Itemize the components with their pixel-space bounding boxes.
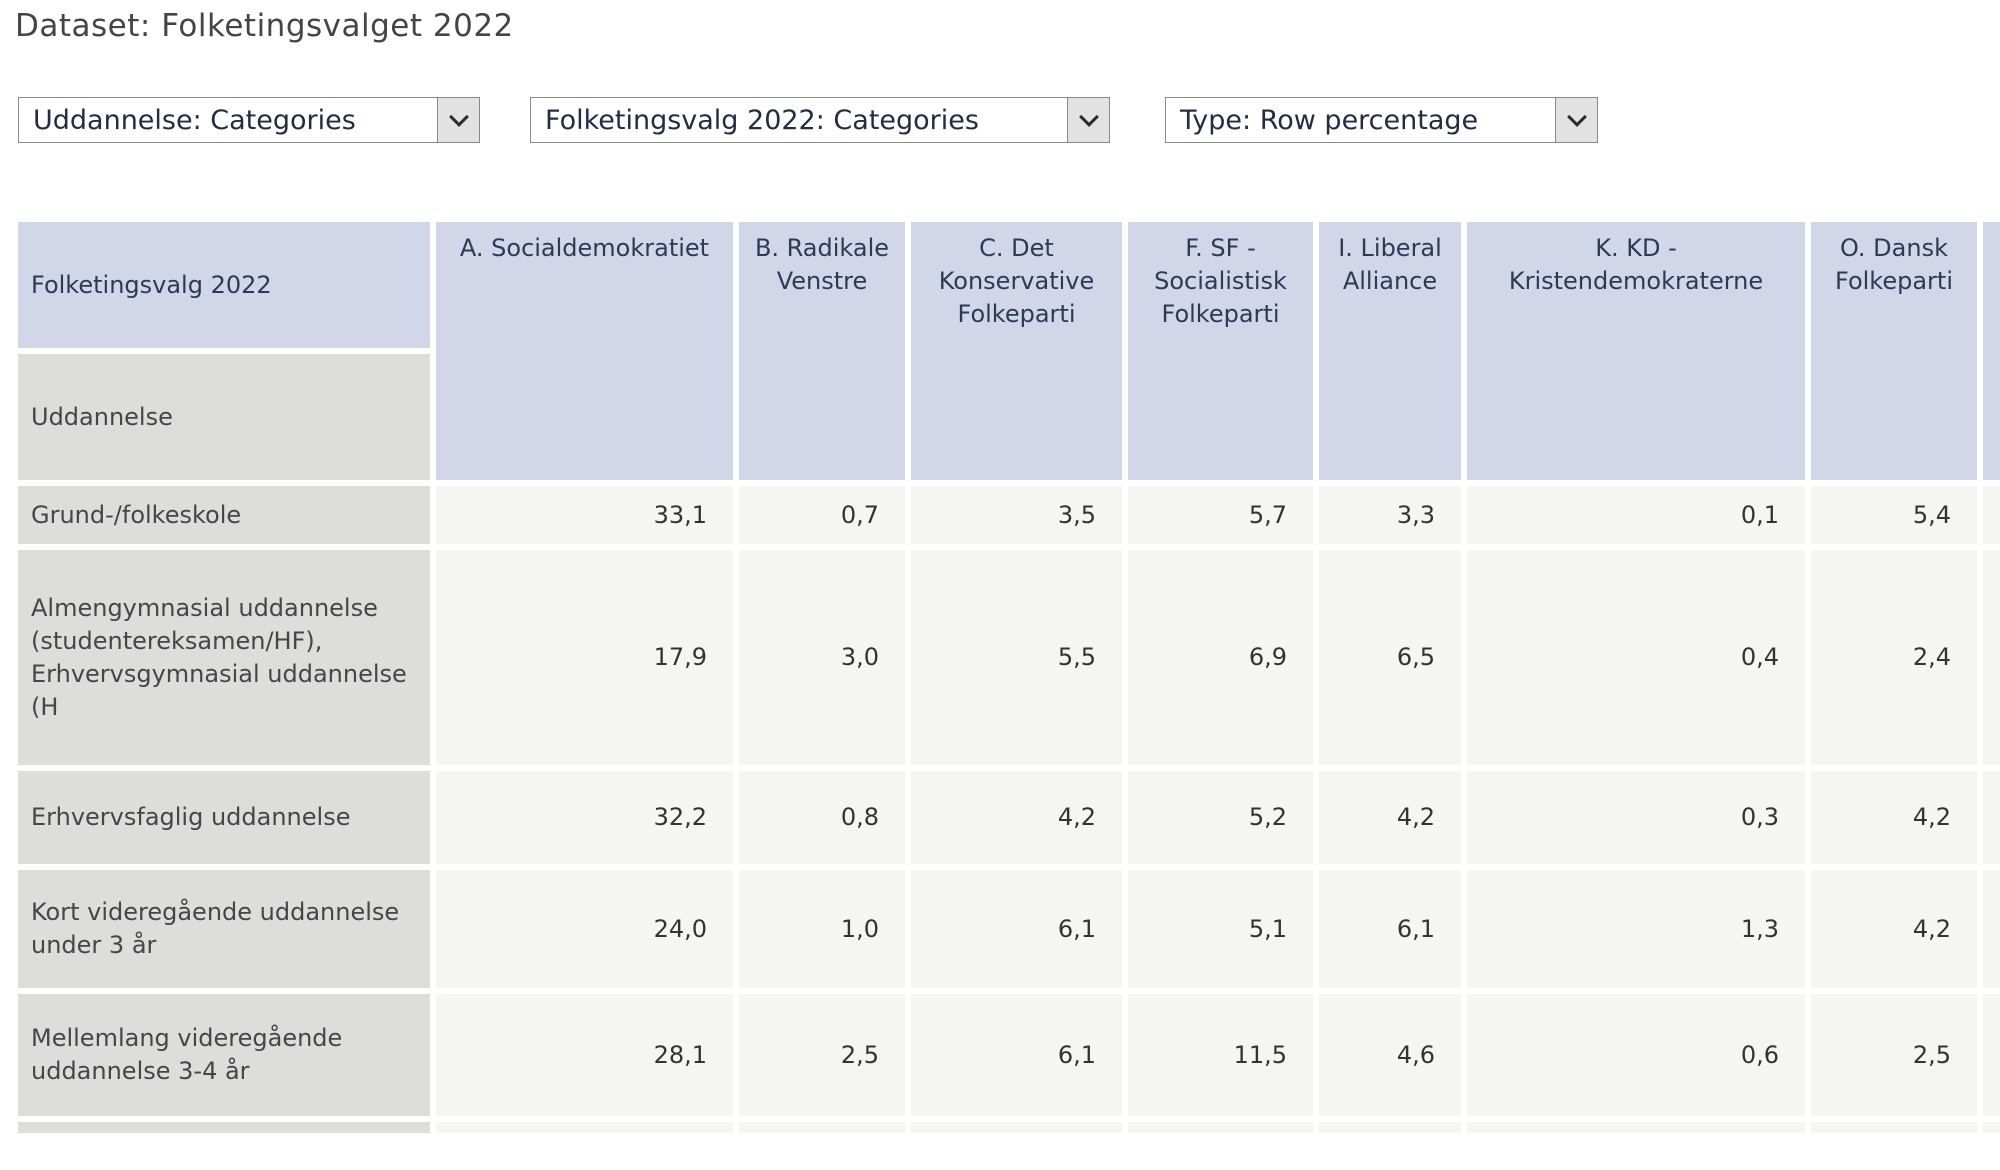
column-header: A. Socialdemokratiet [436,222,733,480]
value-cell [1811,1122,1977,1133]
table-row: Grund-/folkeskole 33,1 0,7 3,5 5,7 3,3 0,1 5,4 [18,486,2000,544]
row-label: Kort videregående uddannelse under 3 år [18,870,430,988]
value-cell: 33,1 [436,486,733,544]
value-cell: 1,3 [1467,870,1805,988]
column-dimension-header: Folketingsvalg 2022 [18,222,430,348]
value-cell: 0,8 [739,771,905,864]
value-cell: 0,6 [1467,994,1805,1116]
row-label: Erhvervsfaglig uddannelse [18,771,430,864]
value-cell-partial [1983,486,2000,544]
value-cell: 5,7 [1128,486,1313,544]
value-cell [1319,1122,1461,1133]
column-header: C. Det Konservative Folkeparti [911,222,1122,480]
corner-cell: Folketingsvalg 2022 Uddannelse [18,222,430,480]
value-cell: 0,3 [1467,771,1805,864]
value-cell-partial [1983,994,2000,1116]
value-cell: 17,9 [436,550,733,765]
table-row: Kort videregående uddannelse under 3 år 2… [18,870,2000,988]
value-cell: 6,1 [911,870,1122,988]
table-row: Mellemlang videregående uddannelse 3-4 å… [18,994,2000,1116]
value-cell: 4,2 [1319,771,1461,864]
value-cell: 2,5 [1811,994,1977,1116]
table-row: Erhvervsfaglig uddannelse 32,2 0,8 4,2 5,2 4,… [18,771,2000,864]
value-cell: 3,5 [911,486,1122,544]
table-header-row: Folketingsvalg 2022 Uddannelse A. Socialde… [18,222,2000,480]
value-cell: 2,5 [739,994,905,1116]
chevron-down-icon[interactable] [1555,98,1597,142]
value-cell: 4,6 [1319,994,1461,1116]
value-cell: 28,1 [436,994,733,1116]
chevron-down-icon[interactable] [1067,98,1109,142]
value-cell: 3,3 [1319,486,1461,544]
crosstab-grid: Folketingsvalg 2022 Uddannelse A. Socialde… [12,216,2000,1133]
row-label: Grund-/folkeskole [18,486,430,544]
filter-bar: Uddannelse: Categories Folketingsvalg 20… [18,97,1598,143]
value-cell: 6,1 [1319,870,1461,988]
column-header: F. SF - Socialistisk Folkeparti [1128,222,1313,480]
row-label: Mellemlang videregående uddannelse 3-4 å… [18,994,430,1116]
value-cell-partial [1983,870,2000,988]
value-cell: 4,2 [1811,771,1977,864]
column-header: K. KD - Kristendemokraterne [1467,222,1805,480]
value-cell [1467,1122,1805,1133]
value-cell: 11,5 [1128,994,1313,1116]
column-header: O. Dansk Folkeparti [1811,222,1977,480]
type-select-value: Type: Row percentage [1180,104,1479,136]
row-label: Almengymnasial uddannelse (studentereksa… [18,550,430,765]
value-cell: 24,0 [436,870,733,988]
column-dimension-select-value: Folketingsvalg 2022: Categories [545,104,979,136]
value-cell-partial [1983,550,2000,765]
table-row-partial [18,1122,2000,1133]
value-cell: 4,2 [911,771,1122,864]
value-cell-partial [1983,771,2000,864]
value-cell [1983,1122,2000,1133]
value-cell [436,1122,733,1133]
chevron-down-icon[interactable] [437,98,479,142]
row-dimension-select-value: Uddannelse: Categories [33,104,356,136]
column-header: I. Liberal Alliance [1319,222,1461,480]
value-cell [1128,1122,1313,1133]
table-row: Almengymnasial uddannelse (studentereksa… [18,550,2000,765]
type-select[interactable]: Type: Row percentage [1165,97,1598,143]
crosstab-table: Folketingsvalg 2022 Uddannelse A. Socialde… [12,216,2000,1133]
value-cell [911,1122,1122,1133]
value-cell: 1,0 [739,870,905,988]
value-cell [739,1122,905,1133]
row-dimension-select[interactable]: Uddannelse: Categories [18,97,480,143]
value-cell: 0,1 [1467,486,1805,544]
value-cell: 32,2 [436,771,733,864]
row-label [18,1122,430,1133]
value-cell: 0,7 [739,486,905,544]
column-dimension-select[interactable]: Folketingsvalg 2022: Categories [530,97,1110,143]
value-cell: 2,4 [1811,550,1977,765]
row-dimension-header: Uddannelse [18,354,430,480]
value-cell: 6,5 [1319,550,1461,765]
page-title: Dataset: Folketingsvalget 2022 [15,8,514,44]
value-cell: 3,0 [739,550,905,765]
value-cell: 6,1 [911,994,1122,1116]
value-cell: 6,9 [1128,550,1313,765]
column-header: B. Radikale Venstre [739,222,905,480]
value-cell: 0,4 [1467,550,1805,765]
value-cell: 5,4 [1811,486,1977,544]
value-cell: 4,2 [1811,870,1977,988]
column-header-partial [1983,222,2000,480]
value-cell: 5,1 [1128,870,1313,988]
value-cell: 5,5 [911,550,1122,765]
value-cell: 5,2 [1128,771,1313,864]
